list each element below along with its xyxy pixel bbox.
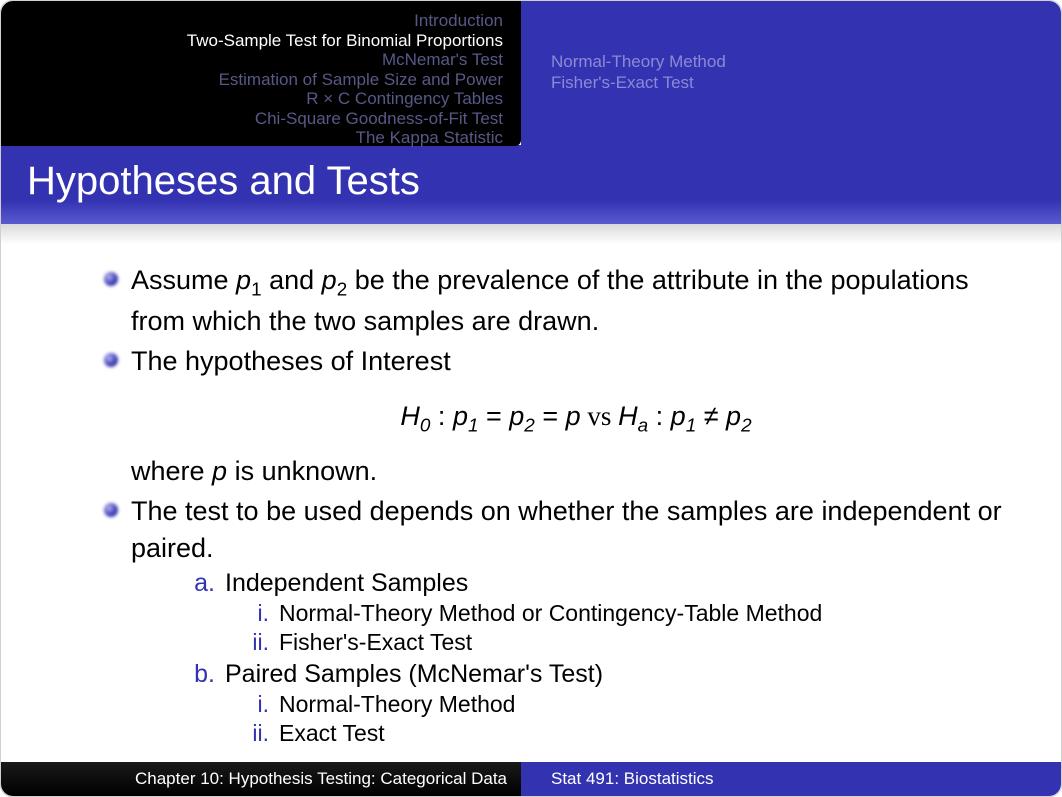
bullet-icon xyxy=(104,353,118,367)
slide-content: Assume p1 and p2 be the prevalence of th… xyxy=(1,244,1061,762)
bullet-1: Assume p1 and p2 be the prevalence of th… xyxy=(91,262,1021,339)
var-p2: p xyxy=(322,265,337,295)
var-p1: p xyxy=(236,265,251,295)
text: The test to be used depends on whether t… xyxy=(131,496,1002,562)
eq-H0s: 0 xyxy=(420,415,431,436)
nav-item-sample-size[interactable]: Estimation of Sample Size and Power xyxy=(11,70,503,90)
roman-label: i. xyxy=(241,690,269,719)
bullet-icon xyxy=(104,272,118,286)
nav-item-introduction[interactable]: Introduction xyxy=(11,11,503,31)
text: Assume xyxy=(131,265,236,295)
alpha-item-b: b. Paired Samples (McNemar's Test) xyxy=(185,659,1021,690)
nav-sub-normal-theory[interactable]: Normal-Theory Method xyxy=(551,51,1051,72)
eq-ps: 1 xyxy=(686,415,697,436)
eq-p: p xyxy=(726,401,741,431)
eq-neq: ≠ xyxy=(696,401,726,431)
roman-label: ii. xyxy=(241,719,269,748)
eq-ps: 1 xyxy=(468,415,479,436)
roman-list-b: i. Normal-Theory Method ii. Exact Test xyxy=(241,690,1021,748)
footer: Chapter 10: Hypothesis Testing: Categori… xyxy=(1,762,1061,796)
eq-vs: vs xyxy=(581,401,619,431)
eq-ps: 2 xyxy=(741,415,752,436)
eq-p: p xyxy=(566,401,581,431)
eq-p: p xyxy=(671,401,686,431)
roman-list-a: i. Normal-Theory Method or Contingency-T… xyxy=(241,599,1021,657)
bullet-3: The test to be used depends on whether t… xyxy=(91,493,1021,747)
text: be the prevalence of the attribute in th… xyxy=(131,265,969,336)
var-p: p xyxy=(212,456,227,486)
alpha-item-a: a. Independent Samples xyxy=(185,568,1021,599)
nav-subsections: Normal-Theory Method Fisher's-Exact Test xyxy=(521,1,1061,146)
nav-sub-fisher-exact[interactable]: Fisher's-Exact Test xyxy=(551,72,1051,93)
footer-chapter: Chapter 10: Hypothesis Testing: Categori… xyxy=(1,762,521,796)
footer-course: Stat 491: Biostatistics xyxy=(521,762,1061,796)
text: The hypotheses of Interest xyxy=(131,346,451,376)
roman-text: Normal-Theory Method xyxy=(279,690,515,719)
eq-p: p xyxy=(453,401,468,431)
nav-item-kappa[interactable]: The Kappa Statistic xyxy=(11,128,503,148)
eq-eq: = xyxy=(535,401,566,431)
bullet-icon xyxy=(104,503,118,517)
roman-text: Normal-Theory Method or Contingency-Tabl… xyxy=(279,599,822,628)
roman-text: Fisher's-Exact Test xyxy=(279,628,472,657)
text: is unknown. xyxy=(227,456,377,486)
header-nav: Introduction Two-Sample Test for Binomia… xyxy=(1,1,1061,146)
alpha-list: a. Independent Samples i. Normal-Theory … xyxy=(185,568,1021,748)
eq-p: p xyxy=(509,401,524,431)
nav-sections: Introduction Two-Sample Test for Binomia… xyxy=(1,1,521,146)
text: where xyxy=(131,456,212,486)
equation: H0 : p1 = p2 = p vs Ha : p1 ≠ p2 xyxy=(131,398,1021,439)
eq-colon: : xyxy=(430,401,453,431)
eq-eq: = xyxy=(478,401,509,431)
roman-item: ii. Fisher's-Exact Test xyxy=(241,628,1021,657)
alpha-label: b. xyxy=(185,659,215,690)
title-shadow xyxy=(1,224,1061,244)
sub-2: 2 xyxy=(337,279,348,300)
nav-item-mcnemar[interactable]: McNemar's Test xyxy=(11,50,503,70)
nav-item-two-sample[interactable]: Two-Sample Test for Binomial Proportions xyxy=(11,31,503,51)
eq-H: H xyxy=(400,401,420,431)
roman-item: i. Normal-Theory Method xyxy=(241,690,1021,719)
roman-text: Exact Test xyxy=(279,719,385,748)
roman-item: ii. Exact Test xyxy=(241,719,1021,748)
roman-item: i. Normal-Theory Method or Contingency-T… xyxy=(241,599,1021,628)
alpha-text: Paired Samples (McNemar's Test) xyxy=(225,659,603,690)
alpha-label: a. xyxy=(185,568,215,599)
eq-H: H xyxy=(618,401,638,431)
nav-item-chi-square[interactable]: Chi-Square Goodness-of-Fit Test xyxy=(11,109,503,129)
eq-colon: : xyxy=(648,401,671,431)
alpha-text: Independent Samples xyxy=(225,568,468,599)
bullet-2: The hypotheses of Interest H0 : p1 = p2 … xyxy=(91,343,1021,489)
sub-1: 1 xyxy=(251,279,262,300)
roman-label: i. xyxy=(241,599,269,628)
slide-title: Hypotheses and Tests xyxy=(1,145,1061,224)
eq-Has: a xyxy=(638,415,649,436)
text: and xyxy=(262,265,322,295)
eq-ps: 2 xyxy=(524,415,535,436)
nav-item-rxc[interactable]: R × C Contingency Tables xyxy=(11,89,503,109)
roman-label: ii. xyxy=(241,628,269,657)
